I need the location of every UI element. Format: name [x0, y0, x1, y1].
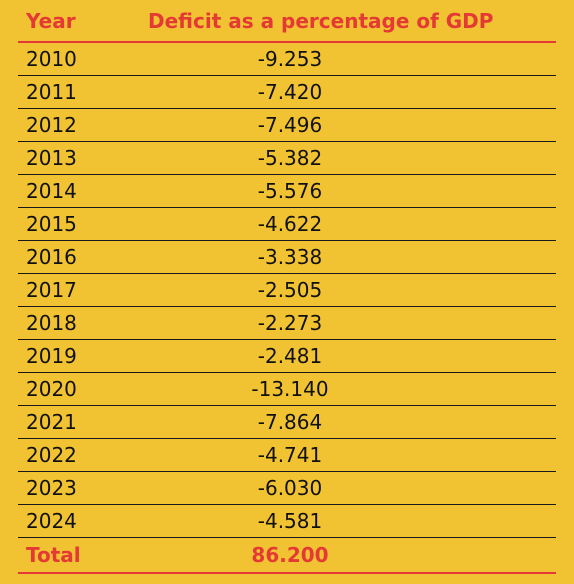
table-row: 2015 -4.622 — [18, 208, 556, 241]
row-deficit-value: -6.030 — [257, 476, 323, 500]
table-row: 2023 -6.030 — [18, 472, 556, 505]
table-row: 2024 -4.581 — [18, 505, 556, 538]
row-year: 2014 — [26, 179, 77, 203]
row-deficit-value: -7.420 — [257, 80, 323, 104]
table-row: 2016 -3.338 — [18, 241, 556, 274]
row-deficit-value: -4.741 — [257, 443, 323, 467]
row-year: 2015 — [26, 212, 77, 236]
total-row: Total 86.200 — [18, 538, 556, 574]
row-year: 2020 — [26, 377, 77, 401]
row-year: 2017 — [26, 278, 77, 302]
row-year: 2010 — [26, 47, 77, 71]
table-row: 2018 -2.273 — [18, 307, 556, 340]
row-year: 2016 — [26, 245, 77, 269]
row-deficit-value: -13.140 — [251, 377, 329, 401]
table-row: 2013 -5.382 — [18, 142, 556, 175]
row-year: 2018 — [26, 311, 77, 335]
row-year: 2023 — [26, 476, 77, 500]
row-year: 2011 — [26, 80, 77, 104]
header-year: Year — [26, 8, 76, 33]
row-deficit-value: -2.273 — [257, 311, 323, 335]
row-deficit-value: -4.622 — [257, 212, 323, 236]
row-deficit-value: -5.382 — [257, 146, 323, 170]
row-deficit-value: -2.505 — [257, 278, 323, 302]
row-year: 2019 — [26, 344, 77, 368]
row-deficit-value: -7.864 — [257, 410, 323, 434]
table-row: 2012 -7.496 — [18, 109, 556, 142]
row-deficit-value: -5.576 — [257, 179, 323, 203]
row-deficit-value: -9.253 — [257, 47, 323, 71]
row-year: 2024 — [26, 509, 77, 533]
row-deficit-value: -7.496 — [257, 113, 323, 137]
table-row: 2014 -5.576 — [18, 175, 556, 208]
total-value: 86.200 — [251, 543, 329, 567]
total-label: Total — [26, 543, 81, 567]
row-year: 2012 — [26, 113, 77, 137]
table-row: 2017 -2.505 — [18, 274, 556, 307]
row-year: 2013 — [26, 146, 77, 170]
row-deficit-value: -4.581 — [257, 509, 323, 533]
row-deficit-value: -2.481 — [257, 344, 323, 368]
row-year: 2021 — [26, 410, 77, 434]
table-row: 2019 -2.481 — [18, 340, 556, 373]
row-year: 2022 — [26, 443, 77, 467]
row-deficit-value: -3.338 — [257, 245, 323, 269]
table-row: 2022 -4.741 — [18, 439, 556, 472]
table-header-row: Year Deficit as a percentage of GDP — [18, 0, 556, 43]
table-row: 2011 -7.420 — [18, 76, 556, 109]
header-deficit: Deficit as a percentage of GDP — [148, 8, 494, 33]
table-row: 2021 -7.864 — [18, 406, 556, 439]
table-row: 2010 -9.253 — [18, 43, 556, 76]
table-row: 2020 -13.140 — [18, 373, 556, 406]
